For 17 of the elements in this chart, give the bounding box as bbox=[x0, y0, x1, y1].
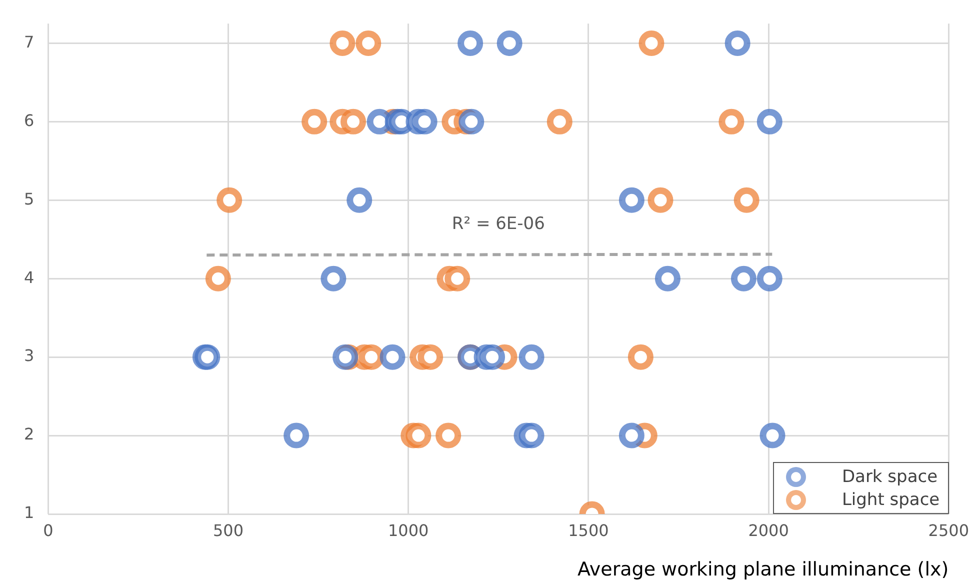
x-tick-label: 1500 bbox=[568, 520, 609, 540]
y-tick-label: 7 bbox=[24, 32, 34, 52]
x-tick-label: 0 bbox=[43, 520, 54, 540]
x-tick-label: 500 bbox=[213, 520, 244, 540]
x-tick-label: 1000 bbox=[388, 520, 429, 540]
x-axis-title: Average working plane illuminance (lx) bbox=[578, 558, 949, 581]
legend-label: Dark space bbox=[842, 466, 938, 486]
y-tick-label: 1 bbox=[24, 503, 34, 522]
x-tick-label: 2000 bbox=[748, 520, 789, 540]
x-tick-label: 2500 bbox=[928, 520, 969, 540]
legend-label: Light space bbox=[842, 490, 940, 510]
annotation: R² = 6E-06 bbox=[452, 214, 545, 234]
y-tick-label: 6 bbox=[24, 110, 34, 130]
y-tick-label: 2 bbox=[24, 424, 34, 444]
y-tick-label: 5 bbox=[24, 189, 34, 208]
y-tick-label: 4 bbox=[24, 268, 34, 287]
y-tick-label: 3 bbox=[24, 346, 34, 366]
